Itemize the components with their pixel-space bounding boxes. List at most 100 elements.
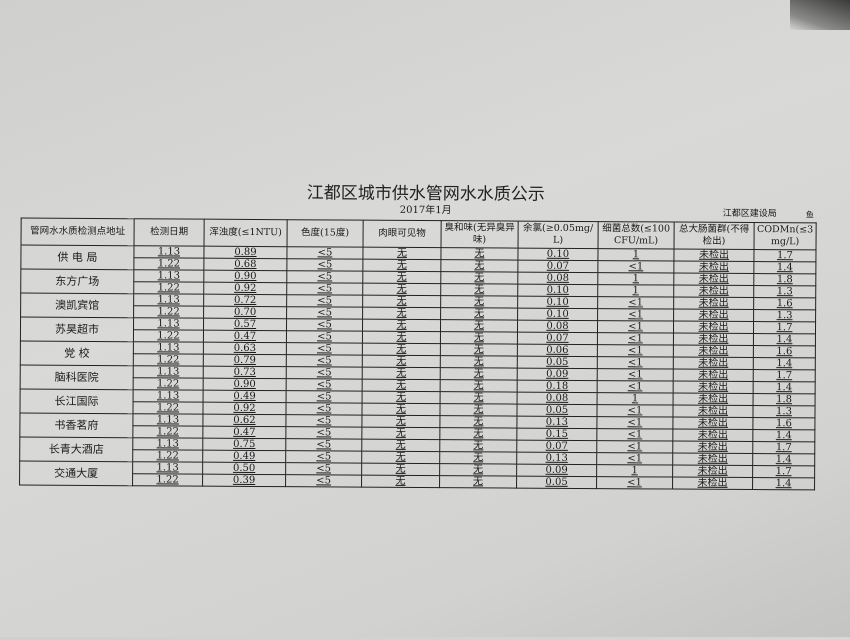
table-cell: 无 <box>440 271 518 285</box>
table-cell: 1.13 <box>133 341 204 355</box>
table-cell: 0.79 <box>203 354 287 367</box>
table-cell: <1 <box>597 380 674 394</box>
table-cell: <1 <box>596 428 673 442</box>
table-cell: 未检出 <box>672 477 753 490</box>
table-cell: 0.07 <box>517 332 598 345</box>
table-cell: 无 <box>439 451 517 465</box>
table-cell: 1 <box>597 284 674 298</box>
table-cell: 1 <box>597 272 674 286</box>
table-cell: 1.13 <box>133 293 204 307</box>
table-cell: 未检出 <box>673 393 754 406</box>
table-cell: 未检出 <box>673 297 754 310</box>
site-name: 长江国际 <box>19 389 134 414</box>
table-cell: 1 <box>597 248 674 262</box>
table-cell: 0.09 <box>517 368 598 381</box>
table-cell: 未检出 <box>673 345 754 358</box>
table-cell: 无 <box>439 403 518 417</box>
table-cell: 0.49 <box>203 390 287 403</box>
table-cell: 1.4 <box>753 381 816 394</box>
table-cell: <5 <box>286 378 363 392</box>
column-header: 总大肠菌群(不得检出) <box>673 222 755 250</box>
table-cell: 1.22 <box>133 257 204 271</box>
table-cell: 0.05 <box>516 404 598 417</box>
table-cell: 0.06 <box>517 344 598 357</box>
table-cell: 1.13 <box>133 317 204 331</box>
table-cell: 无 <box>362 391 441 404</box>
table-cell: 无 <box>440 355 518 369</box>
table-cell: 1.7 <box>753 369 816 382</box>
table-cell: 无 <box>440 391 518 405</box>
table-cell: 0.57 <box>203 318 287 331</box>
site-name: 交通大厦 <box>19 461 133 486</box>
table-cell: 1.13 <box>133 245 205 259</box>
table-cell: 无 <box>440 343 518 357</box>
site-name: 脑科医院 <box>20 365 134 390</box>
table-cell: 0.47 <box>203 330 287 343</box>
table-cell: 0.10 <box>517 284 598 297</box>
site-name: 党 校 <box>20 341 134 366</box>
table-cell: <1 <box>597 356 674 370</box>
table-cell: 1.22 <box>132 473 203 487</box>
table-cell: 无 <box>439 439 517 453</box>
table-cell: 无 <box>439 415 517 429</box>
table-cell: 无 <box>361 403 441 416</box>
table-cell: 无 <box>361 463 440 476</box>
table-cell: 0.10 <box>517 248 599 261</box>
table-cell: <1 <box>597 320 674 334</box>
table-cell: 无 <box>440 259 518 273</box>
table-cell: 1.4 <box>753 333 816 346</box>
table-cell: <5 <box>285 474 362 488</box>
table-cell: 未检出 <box>673 309 754 322</box>
site-name: 东方广场 <box>20 269 134 294</box>
table-cell: 0.49 <box>202 450 286 463</box>
table-cell: <1 <box>597 344 674 358</box>
table-cell: <1 <box>597 308 674 322</box>
table-cell: 0.13 <box>516 416 597 429</box>
table-cell: 0.09 <box>516 464 597 477</box>
column-header: 细菌总数(≤100CFU/mL) <box>598 221 675 250</box>
table-cell: 无 <box>362 343 441 356</box>
table-cell: 无 <box>362 271 441 284</box>
table-cell: 未检出 <box>673 273 754 286</box>
table-cell: 0.15 <box>516 428 597 441</box>
table-cell: 无 <box>361 439 440 452</box>
table-cell: 无 <box>362 283 441 296</box>
table-cell: <5 <box>286 306 363 320</box>
table-cell: 0.07 <box>517 260 598 273</box>
table-cell: 0.90 <box>203 378 287 391</box>
column-header: 余氯(≥0.05mg/L) <box>518 221 599 249</box>
table-cell: <5 <box>286 366 363 380</box>
table-cell: 1.4 <box>753 357 816 370</box>
table-cell: <5 <box>286 294 363 308</box>
table-cell: <5 <box>285 426 362 440</box>
table-cell: 1.22 <box>133 305 204 319</box>
table-cell: 无 <box>439 427 517 441</box>
table-cell: 无 <box>440 307 518 321</box>
table-cell: 1.3 <box>753 285 816 298</box>
issuer: 江都区建设局 <box>722 208 777 220</box>
table-cell: 无 <box>440 367 518 381</box>
table-cell: 0.90 <box>203 270 287 283</box>
table-cell: 0.05 <box>516 476 597 489</box>
table-cell: 无 <box>361 451 440 464</box>
table-cell: 无 <box>361 415 440 428</box>
table-cell: 0.73 <box>203 366 287 379</box>
table-cell: 无 <box>439 463 517 477</box>
table-cell: 0.72 <box>203 294 287 307</box>
table-cell: 无 <box>362 331 441 344</box>
table-cell: 1.22 <box>133 329 204 343</box>
table-cell: 0.39 <box>202 474 286 487</box>
table-cell: 0.10 <box>517 308 598 321</box>
table-cell: <5 <box>286 354 363 368</box>
table-cell: <1 <box>596 452 673 466</box>
table-cell: 0.05 <box>517 356 598 369</box>
table-cell: 未检出 <box>673 285 754 298</box>
background-corner <box>790 0 850 30</box>
table-cell: 无 <box>361 427 440 440</box>
table-cell: 1.13 <box>132 413 203 427</box>
site-name: 供 电 局 <box>20 245 135 270</box>
table-cell: <5 <box>286 282 363 296</box>
water-quality-table: 管网水水质检测点地址 检测日期 浑浊度(≤1NTU) 色度(15度) 肉眼可见物 臭和味(… <box>19 218 817 491</box>
table-cell: 无 <box>440 319 518 333</box>
table-cell: 1.13 <box>132 461 203 475</box>
